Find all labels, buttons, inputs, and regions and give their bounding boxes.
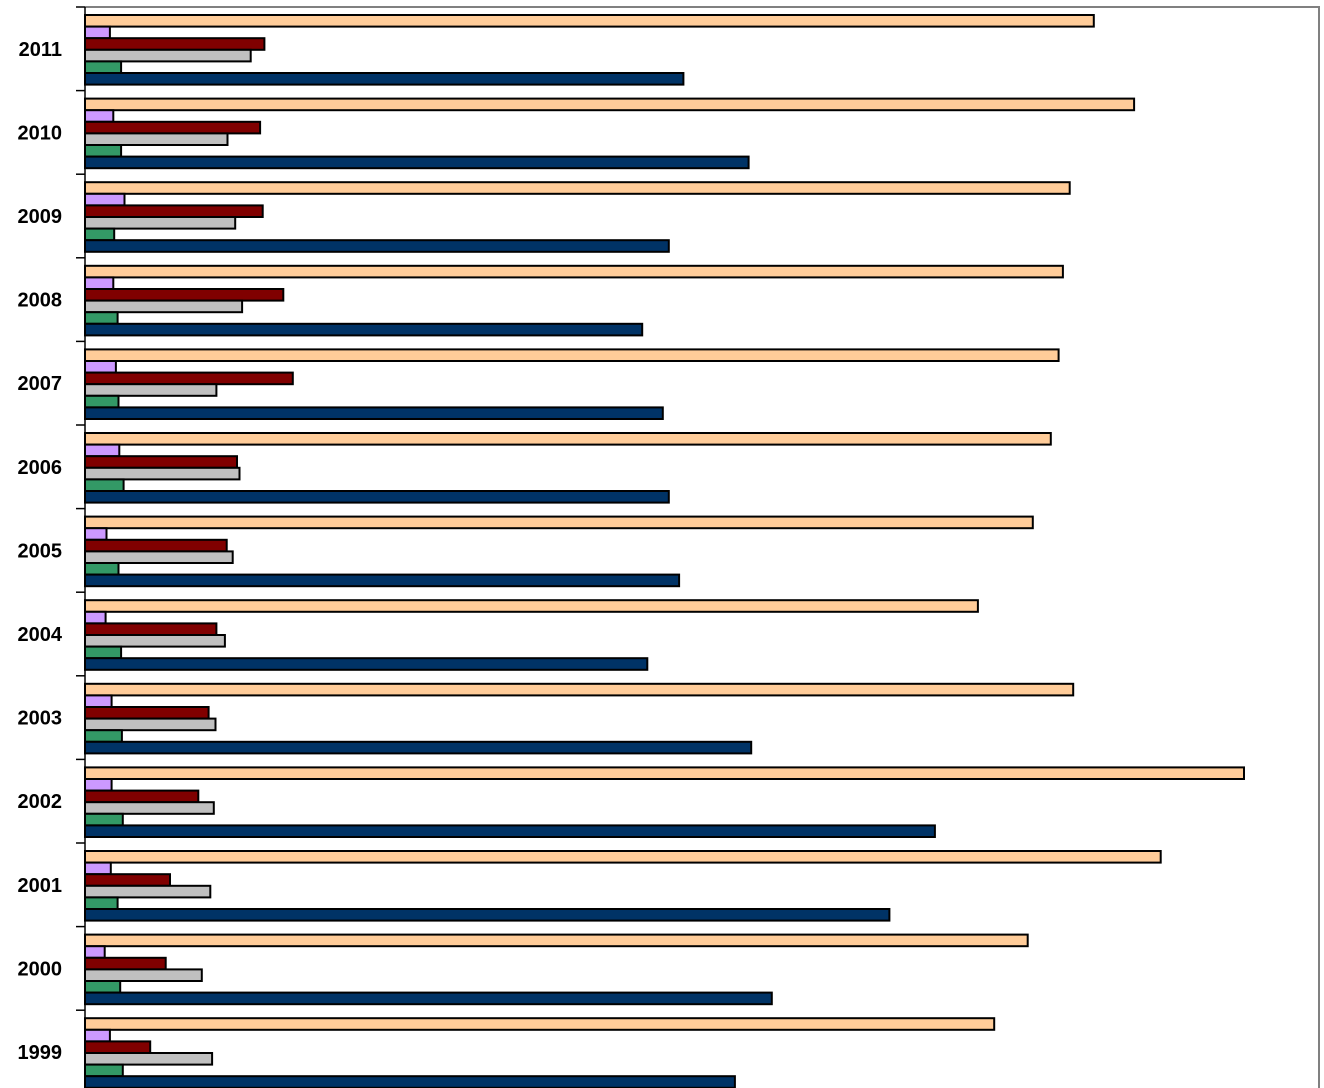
bar-2003-series-1 [84,682,1075,697]
bar-2009-series-5 [84,227,116,242]
bar-2003-series-3 [84,706,210,720]
bar-2010-series-5 [84,144,123,158]
bar-2004-series-1 [84,599,979,613]
bar-2007-series-4 [84,383,218,397]
bar-2009-series-1 [84,181,1071,195]
category-label-2000: 2000 [18,958,63,980]
bar-2010-series-1 [84,97,1136,112]
bar-1999-series-5 [84,1063,124,1078]
bar-2004-series-5 [84,645,123,660]
bar-2009-series-3 [84,204,264,218]
bar-2003-series-6 [84,740,753,755]
category-labels: 2011 2010 2009 2008 2007 2006 2005 2004 2003 2002… [18,39,63,1064]
bar-2005-series-1 [84,515,1034,530]
category-label-2002: 2002 [18,791,63,813]
bar-2008-series-6 [84,322,644,337]
bar-2007-series-6 [84,406,664,420]
bar-2002-series-1 [84,766,1245,781]
bar-2008-series-1 [84,264,1064,279]
bar-2009-series-2 [84,192,126,207]
bar-1999-series-3 [84,1040,152,1055]
bar-2010-series-4 [84,132,229,146]
bar-2011-series-1 [84,14,1095,28]
bars-group [84,14,1245,1088]
bar-1999-series-2 [84,1028,111,1043]
bar-2000-series-2 [84,945,106,959]
category-label-2009: 2009 [18,206,63,228]
bar-2008-series-3 [84,288,285,302]
bar-2009-series-4 [84,216,237,230]
bar-1999-series-1 [84,1017,996,1031]
bar-2007-series-2 [84,360,117,374]
category-label-2010: 2010 [18,122,63,144]
category-label-2006: 2006 [18,457,63,479]
bar-2006-series-5 [84,478,125,492]
bar-2011-series-5 [84,60,123,75]
bar-2005-series-3 [84,538,228,553]
bar-1999-series-6 [84,1075,736,1088]
bar-2001-series-1 [84,850,1162,864]
bar-2006-series-3 [84,455,238,469]
bar-2003-series-4 [84,717,217,732]
bar-2004-series-2 [84,610,107,625]
bar-2002-series-3 [84,789,200,804]
bar-2005-series-2 [84,527,108,541]
bar-2010-series-6 [84,155,750,170]
bar-2001-series-5 [84,896,119,911]
bar-2008-series-4 [84,299,244,314]
category-label-2011: 2011 [19,39,62,61]
category-label-2001: 2001 [18,875,63,897]
bar-2001-series-2 [84,861,112,876]
bar-2007-series-1 [84,348,1060,362]
bar-2008-series-2 [84,276,115,290]
category-label-2004: 2004 [18,624,63,646]
bar-2007-series-5 [84,394,120,409]
bar-2001-series-4 [84,884,212,899]
bar-2002-series-5 [84,812,124,827]
bar-2003-series-5 [84,729,123,743]
category-label-1999: 1999 [18,1042,63,1064]
bar-2011-series-4 [84,48,252,63]
bar-1999-series-4 [84,1052,214,1066]
bar-2006-series-4 [84,466,241,481]
bar-2007-series-3 [84,371,294,386]
plot-frame [85,6,1320,1088]
bar-2005-series-6 [84,573,681,588]
bar-2006-series-2 [84,443,121,458]
bar-2000-series-3 [84,956,167,971]
bar-2002-series-4 [84,801,215,815]
bar-2011-series-3 [84,37,266,51]
bar-2005-series-5 [84,562,120,576]
category-label-2005: 2005 [18,540,63,562]
bar-2000-series-6 [84,991,773,1006]
category-label-2003: 2003 [18,708,63,730]
bar-2001-series-3 [84,873,171,887]
bar-2009-series-6 [84,239,670,253]
bar-2011-series-6 [84,72,685,86]
bar-2008-series-5 [84,311,119,325]
bar-2001-series-6 [84,908,891,922]
bar-2006-series-1 [84,432,1052,446]
bar-2006-series-6 [84,490,670,504]
bar-2005-series-4 [84,550,234,565]
bar-2000-series-5 [84,980,122,994]
bar-2002-series-2 [84,778,113,792]
bar-2004-series-6 [84,657,649,671]
category-label-2008: 2008 [18,290,63,312]
plot-border [85,6,1320,1088]
bar-2011-series-2 [84,25,111,40]
bar-2004-series-3 [84,622,218,637]
bar-2002-series-6 [84,824,936,839]
bar-2004-series-4 [84,634,226,648]
bar-2000-series-4 [84,968,203,983]
bar-2010-series-2 [84,109,115,123]
category-label-2007: 2007 [18,373,63,395]
bar-2010-series-3 [84,120,262,135]
bar-2003-series-2 [84,694,113,709]
category-axis [76,6,86,1088]
bar-2000-series-1 [84,933,1029,948]
